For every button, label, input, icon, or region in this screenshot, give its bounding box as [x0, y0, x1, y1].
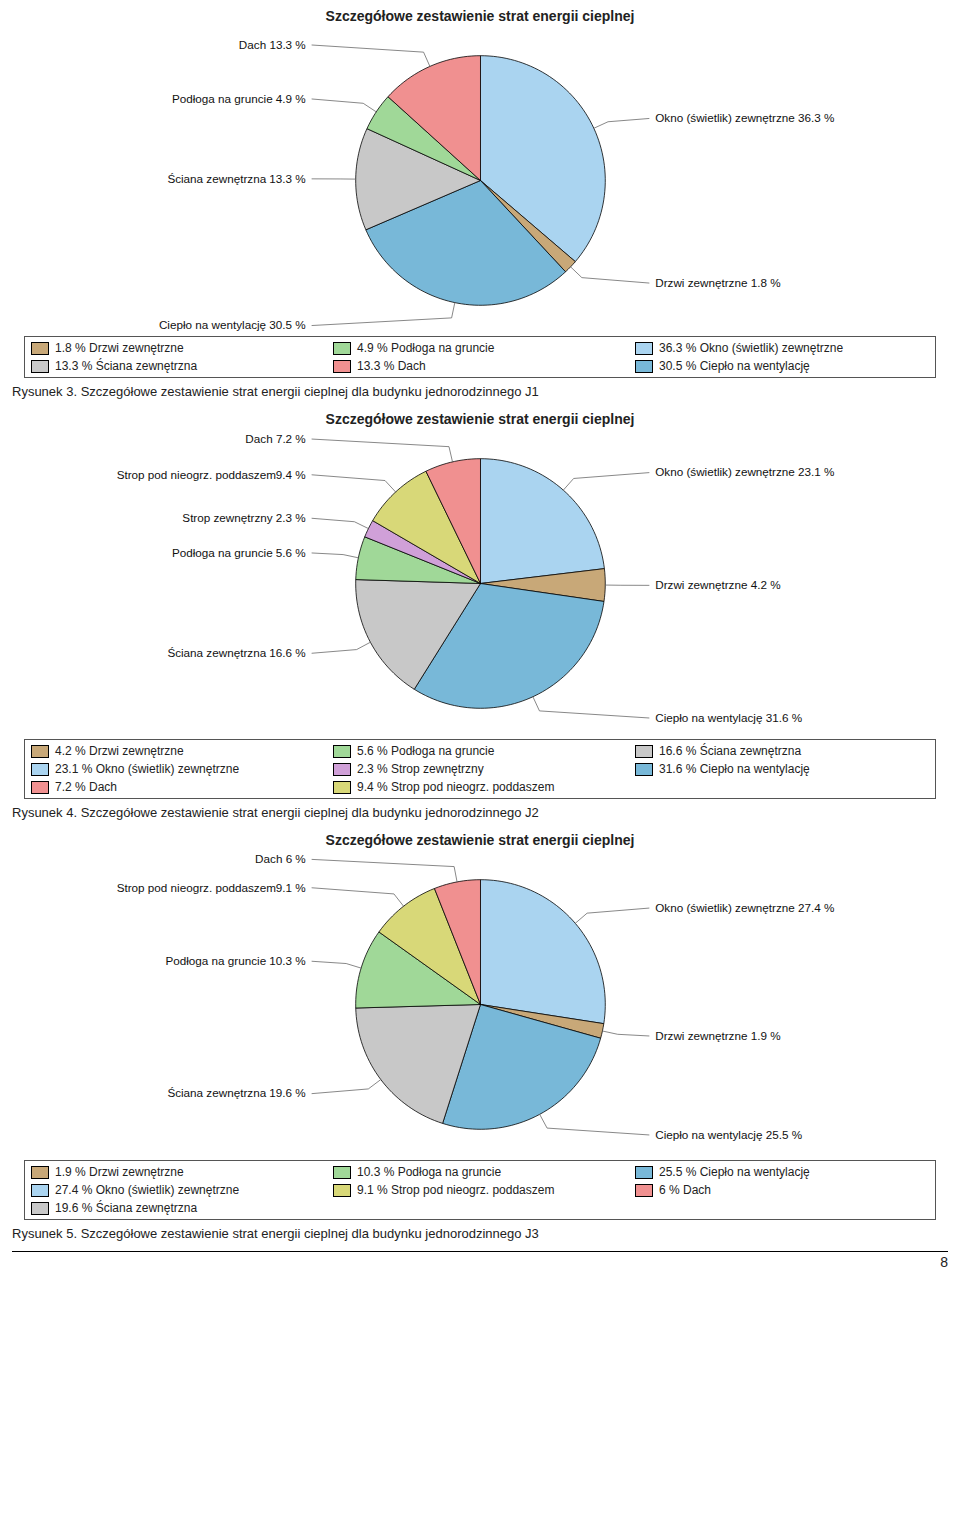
- svg-text:Drzwi zewnętrzne 1.9 %: Drzwi zewnętrzne 1.9 %: [655, 1029, 780, 1042]
- svg-text:Ciepło na wentylację 30.5 %: Ciepło na wentylację 30.5 %: [159, 318, 306, 331]
- html-text:4.2 % Drzwi zewnętrzne: 4.2 % Drzwi zewnętrzne: [55, 744, 184, 758]
- html-text:25.5 % Ciepło na wentylację: 25.5 % Ciepło na wentylację: [659, 1165, 810, 1179]
- svg-text:Dach 7.2 %: Dach 7.2 %: [245, 432, 305, 445]
- html-text:5.6 % Podłoga na gruncie: 5.6 % Podłoga na gruncie: [357, 744, 495, 758]
- svg-text:Podłoga na gruncie 4.9 %: Podłoga na gruncie 4.9 %: [172, 92, 306, 105]
- html-text:13.3 % Ściana zewnętrzna: 13.3 % Ściana zewnętrzna: [55, 359, 198, 373]
- html-text:Szczegółowe zestawienie strat: Szczegółowe zestawienie strat energii ci…: [325, 8, 635, 24]
- svg-text:Ściana zewnętrzna 13.3 %: Ściana zewnętrzna 13.3 %: [167, 172, 305, 185]
- html-text:Rysunek 3. Szczegółowe zestawi: Rysunek 3. Szczegółowe zestawienie strat…: [12, 384, 539, 399]
- html-text:Szczegółowe zestawienie strat: Szczegółowe zestawienie strat energii ci…: [325, 832, 635, 848]
- html-text:4.9 % Podłoga na gruncie: 4.9 % Podłoga na gruncie: [357, 341, 495, 355]
- html-text:7.2 % Dach: 7.2 % Dach: [55, 780, 117, 794]
- html-text:10.3 % Podłoga na gruncie: 10.3 % Podłoga na gruncie: [357, 1165, 502, 1179]
- svg-text:Okno (świetlik) zewnętrzne 36.: Okno (świetlik) zewnętrzne 36.3 %: [655, 111, 834, 124]
- html-text:13.3 % Dach: 13.3 % Dach: [357, 359, 426, 373]
- html-text:8: 8: [940, 1254, 948, 1270]
- svg-text:Ściana zewnętrzna 16.6 %: Ściana zewnętrzna 16.6 %: [167, 646, 305, 659]
- svg-text:Podłoga na gruncie 5.6 %: Podłoga na gruncie 5.6 %: [172, 546, 306, 559]
- html-text:27.4 % Okno (świetlik) zewnętr: 27.4 % Okno (świetlik) zewnętrzne: [55, 1183, 240, 1197]
- html-text:19.6 % Ściana zewnętrzna: 19.6 % Ściana zewnętrzna: [55, 1201, 198, 1215]
- html-text:31.6 % Ciepło na wentylację: 31.6 % Ciepło na wentylację: [659, 762, 810, 776]
- html-text:Rysunek 5. Szczegółowe zestawi: Rysunek 5. Szczegółowe zestawienie strat…: [12, 1226, 539, 1241]
- svg-text:Strop pod nieogrz. poddaszem9.: Strop pod nieogrz. poddaszem9.1 %: [117, 881, 306, 894]
- svg-text:Drzwi zewnętrzne 4.2 %: Drzwi zewnętrzne 4.2 %: [655, 578, 780, 591]
- svg-text:Ciepło na wentylację 31.6 %: Ciepło na wentylację 31.6 %: [655, 711, 802, 724]
- html-text:1.8 % Drzwi zewnętrzne: 1.8 % Drzwi zewnętrzne: [55, 341, 184, 355]
- svg-text:Strop zewnętrzny 2.3 %: Strop zewnętrzny 2.3 %: [182, 511, 305, 524]
- svg-text:Podłoga na gruncie 10.3 %: Podłoga na gruncie 10.3 %: [165, 954, 305, 967]
- html-text:9.4 % Strop pod nieogrz. podda: 9.4 % Strop pod nieogrz. poddaszem: [357, 780, 555, 794]
- html-text:23.1 % Okno (świetlik) zewnętr: 23.1 % Okno (świetlik) zewnętrzne: [55, 762, 240, 776]
- svg-text:Ściana zewnętrzna 19.6 %: Ściana zewnętrzna 19.6 %: [167, 1086, 305, 1099]
- svg-text:Ciepło na wentylację 25.5 %: Ciepło na wentylację 25.5 %: [655, 1128, 802, 1141]
- html-text:Rysunek 4. Szczegółowe zestawi: Rysunek 4. Szczegółowe zestawienie strat…: [12, 805, 539, 820]
- html-text:36.3 % Okno (świetlik) zewnętr: 36.3 % Okno (świetlik) zewnętrzne: [659, 341, 844, 355]
- svg-text:Okno (świetlik) zewnętrzne 23.: Okno (świetlik) zewnętrzne 23.1 %: [655, 465, 834, 478]
- html-text:1.9 % Drzwi zewnętrzne: 1.9 % Drzwi zewnętrzne: [55, 1165, 184, 1179]
- html-text:Szczegółowe zestawienie strat: Szczegółowe zestawienie strat energii ci…: [325, 411, 635, 427]
- html-text:2.3 % Strop zewnętrzny: 2.3 % Strop zewnętrzny: [357, 762, 484, 776]
- html-text:9.1 % Strop pod nieogrz. podda: 9.1 % Strop pod nieogrz. poddaszem: [357, 1183, 555, 1197]
- html-text:30.5 % Ciepło na wentylację: 30.5 % Ciepło na wentylację: [659, 359, 810, 373]
- svg-text:Drzwi zewnętrzne 1.8 %: Drzwi zewnętrzne 1.8 %: [655, 276, 780, 289]
- svg-text:Okno (świetlik) zewnętrzne 27.: Okno (świetlik) zewnętrzne 27.4 %: [655, 901, 834, 914]
- html-text:16.6 % Ściana zewnętrzna: 16.6 % Ściana zewnętrzna: [659, 744, 802, 758]
- svg-text:Strop pod nieogrz. poddaszem9.: Strop pod nieogrz. poddaszem9.4 %: [117, 468, 306, 481]
- svg-text:Dach 13.3 %: Dach 13.3 %: [239, 38, 306, 51]
- svg-text:Dach 6 %: Dach 6 %: [255, 852, 306, 865]
- html-text:6 % Dach: 6 % Dach: [659, 1183, 711, 1197]
